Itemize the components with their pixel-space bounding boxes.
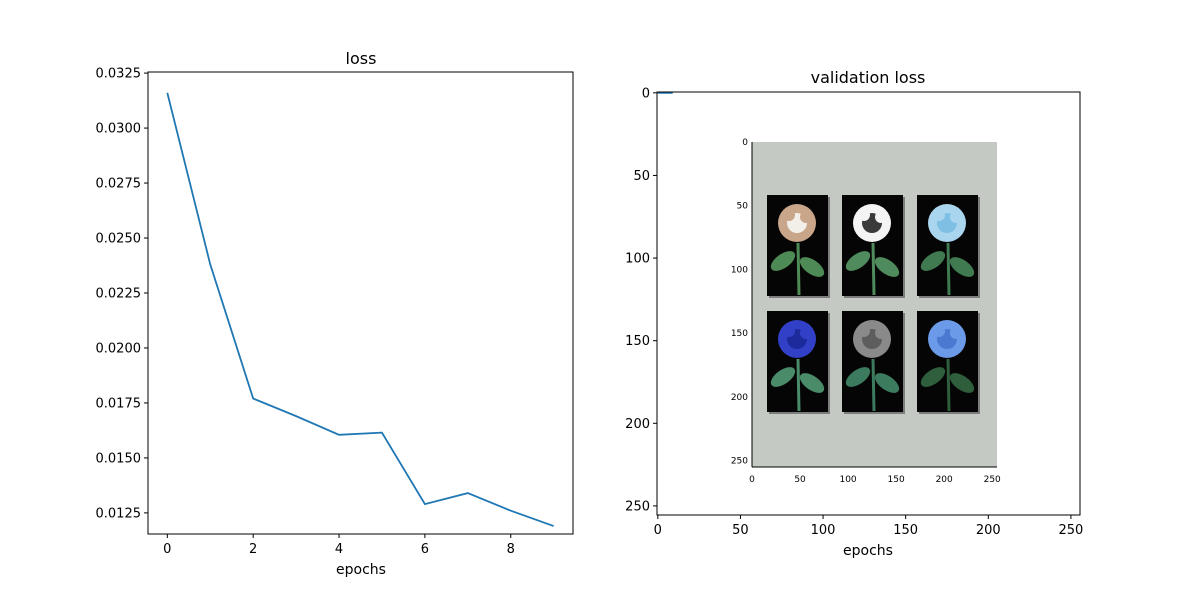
- inset-x-tick-label: 100: [839, 475, 856, 485]
- loss-x-tick-label: 6: [421, 542, 429, 557]
- validation-loss-x-tick-label: 250: [1058, 523, 1083, 538]
- loss-x-tick-label: 0: [163, 542, 171, 557]
- loss-x-axis-label: epochs: [336, 562, 386, 578]
- gray-hyacinth-flower: [842, 311, 905, 414]
- loss-y-tick-label: 0.0275: [96, 177, 142, 192]
- validation-loss-chart: validation loss 0 50 100 150 200 250050100150…: [625, 68, 1083, 559]
- validation-loss-y-tick-label: 0: [642, 86, 650, 101]
- validation-loss-y-tick-label: 200: [625, 417, 650, 432]
- loss-y-tick-label: 0.0125: [96, 506, 142, 521]
- loss-y-tick-label: 0.0325: [96, 67, 142, 82]
- inset-x-tick-label: 0: [749, 475, 755, 485]
- loss-chart: loss 0 2 4 6 8 0.0125 0.0150 0.0175 0.0200 0.022…: [96, 49, 574, 578]
- inset-panel: [752, 142, 997, 467]
- validation-loss-y-tick-label: 50: [633, 169, 650, 184]
- validation-loss-x-tick-label: 100: [811, 523, 836, 538]
- validation-loss-plot-frame: [656, 91, 1081, 516]
- white-tulip-flower: [842, 195, 905, 298]
- loss-x-ticks: 0 2 4 6 8: [163, 534, 515, 557]
- inset-y-tick-label: 200: [731, 393, 748, 403]
- loss-y-tick-label: 0.0150: [96, 451, 142, 466]
- validation-loss-y-ticks: 0 50 100 150 200 250: [625, 86, 657, 514]
- blue-rose-flower: [767, 311, 830, 414]
- loss-x-tick-label: 8: [507, 542, 515, 557]
- validation-loss-x-tick-label: 150: [893, 523, 918, 538]
- loss-y-tick-label: 0.0300: [96, 122, 142, 137]
- inset-x-tick-label: 200: [936, 475, 953, 485]
- validation-loss-x-ticks: 0 50 100 150 200 250: [654, 515, 1083, 538]
- validation-loss-x-tick-label: 50: [732, 523, 749, 538]
- validation-loss-y-tick-label: 100: [625, 252, 650, 267]
- inset-x-tick-label: 250: [984, 475, 1001, 485]
- loss-plot-area: [166, 92, 554, 527]
- blue-lily-flower: [917, 311, 980, 414]
- loss-y-tick-label: 0.0200: [96, 341, 142, 356]
- loss-plot-frame: [147, 71, 574, 535]
- loss-y-tick-label: 0.0175: [96, 396, 142, 411]
- light-blue-hydrangea-flower: [917, 195, 980, 298]
- inset-y-tick-label: 150: [731, 329, 748, 339]
- brown-white-flower: [767, 195, 830, 298]
- loss-series-line: [166, 92, 554, 527]
- loss-chart-title: loss: [346, 49, 377, 68]
- validation-loss-y-tick-label: 150: [625, 334, 650, 349]
- validation-loss-x-tick-label: 200: [976, 523, 1001, 538]
- loss-y-ticks: 0.0125 0.0150 0.0175 0.0200 0.0225 0.0250 0.02…: [96, 67, 148, 521]
- validation-loss-y-tick-label: 250: [625, 499, 650, 514]
- inset-y-tick-label: 100: [731, 265, 748, 275]
- loss-y-tick-label: 0.0225: [96, 286, 142, 301]
- validation-loss-x-axis-label: epochs: [843, 543, 893, 559]
- inset-x-tick-label: 50: [794, 475, 806, 485]
- loss-y-tick-label: 0.0250: [96, 232, 142, 247]
- inset-y-tick-label: 50: [737, 202, 749, 212]
- loss-x-tick-label: 2: [249, 542, 257, 557]
- validation-loss-x-tick-label: 0: [654, 523, 662, 538]
- validation-loss-chart-title: validation loss: [811, 68, 926, 87]
- loss-x-tick-label: 4: [335, 542, 343, 557]
- inset-y-tick-label: 250: [731, 457, 748, 467]
- inset-x-tick-label: 150: [888, 475, 905, 485]
- inset-y-tick-label: 0: [742, 138, 748, 148]
